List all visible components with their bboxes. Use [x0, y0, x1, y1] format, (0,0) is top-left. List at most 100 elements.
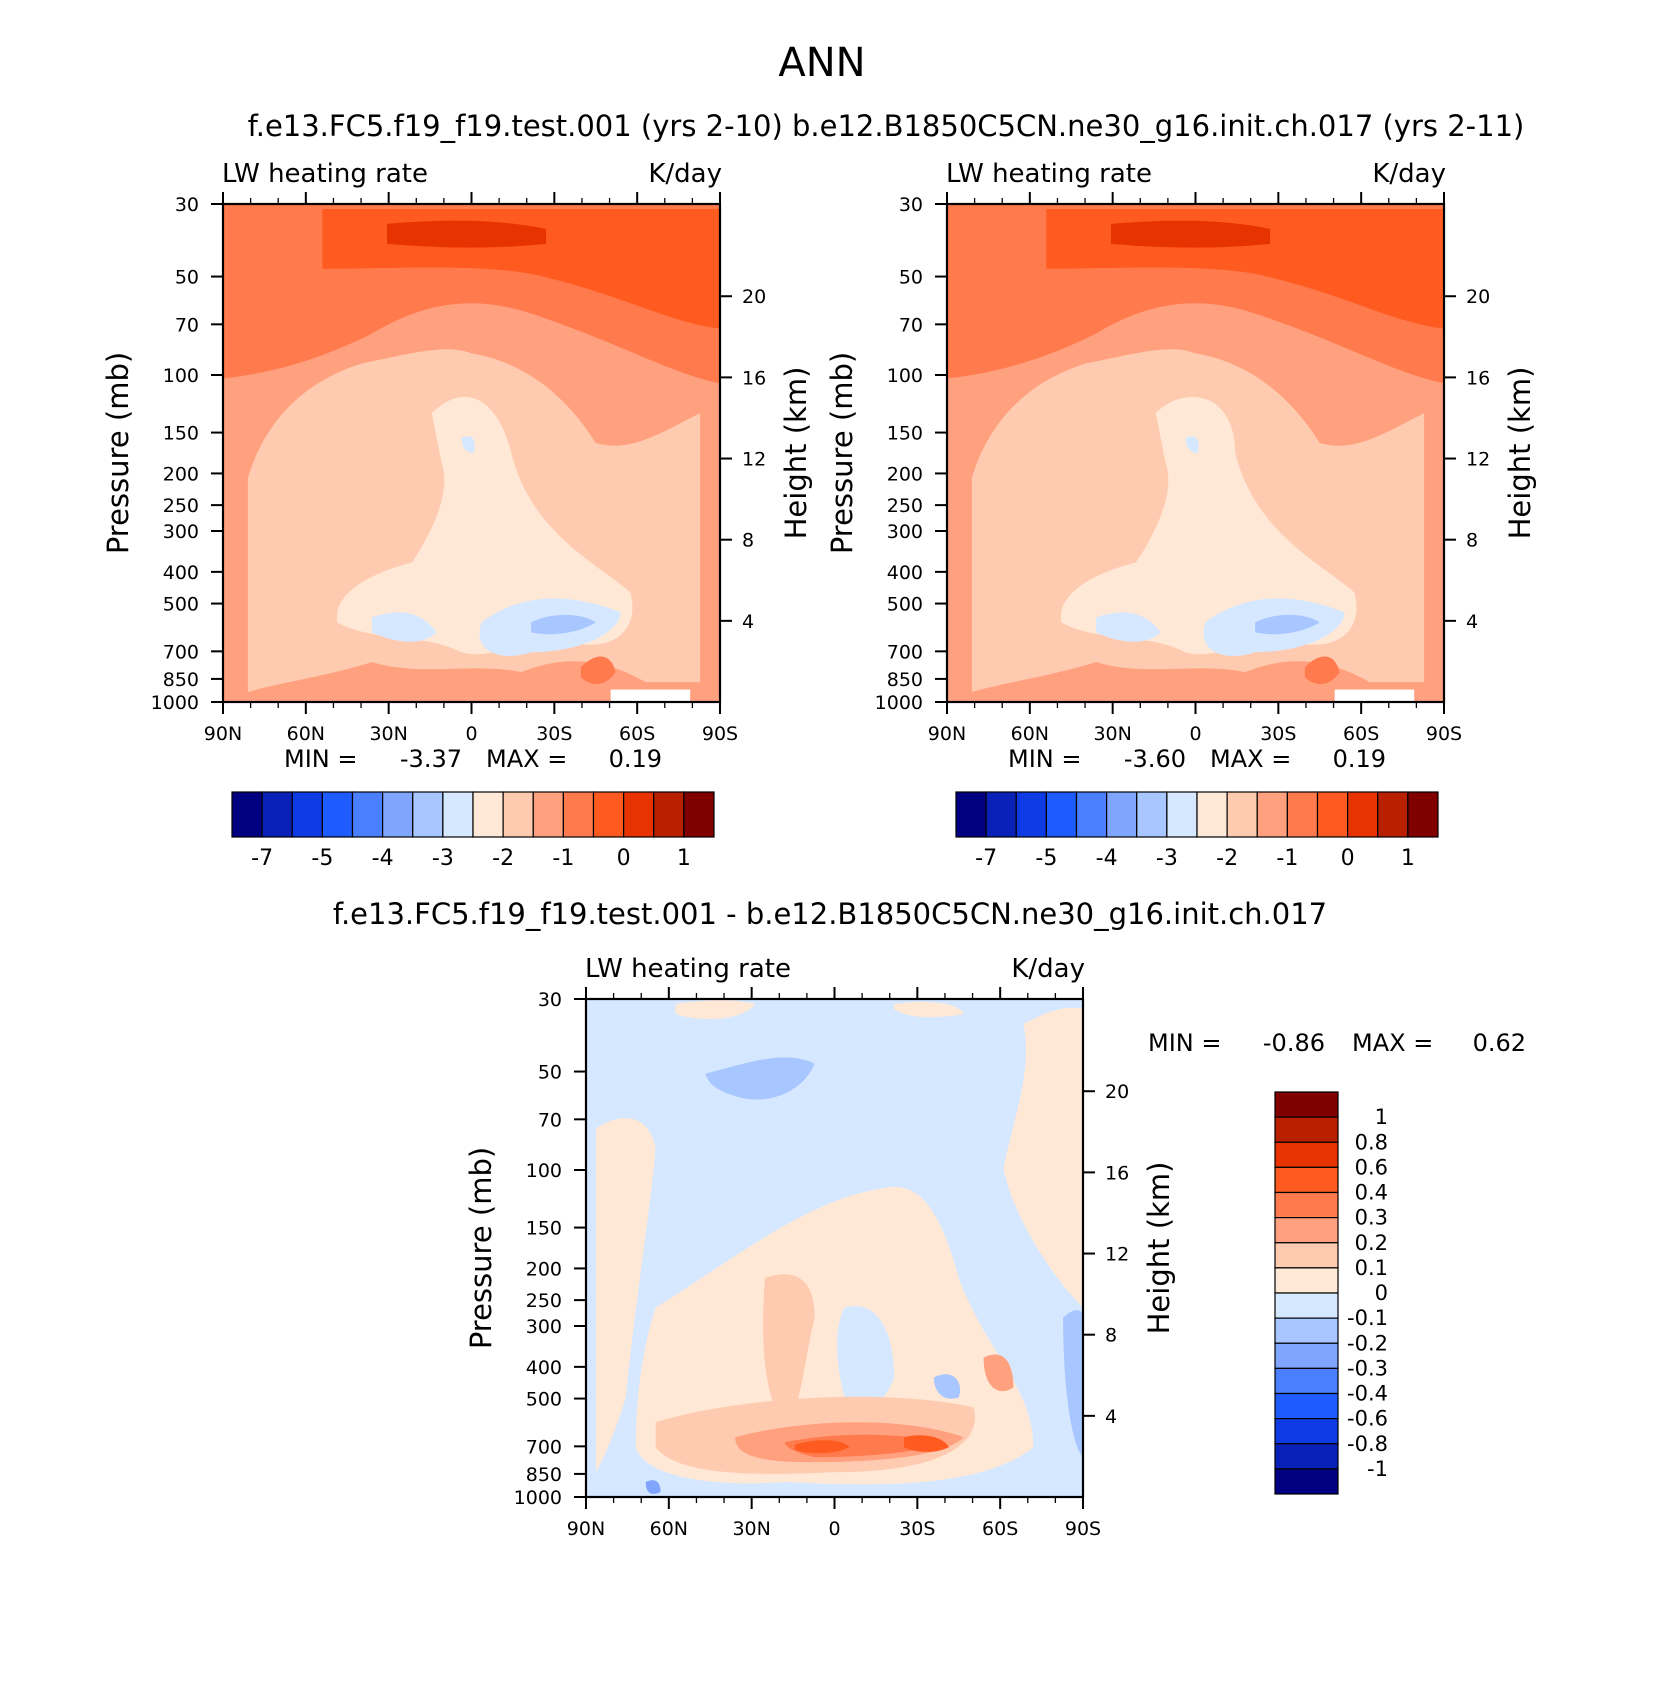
diff-header: f.e13.FC5.f19_f19.test.001 - b.e12.B1850…: [333, 897, 1327, 931]
y2-tick-label: 20: [1105, 1081, 1129, 1103]
colorbar-box: [1274, 1468, 1339, 1495]
x-tick-label: 90S: [1426, 723, 1462, 745]
y-tick-label: 400: [887, 562, 923, 584]
min-label: MIN =: [1148, 1029, 1221, 1057]
contour-region: [675, 1000, 755, 1020]
colorbar-box: [442, 791, 474, 838]
y-axis-label: Pressure (mb): [464, 1147, 498, 1349]
colorbar-box: [1274, 1443, 1339, 1470]
y2-tick-label: 16: [742, 367, 766, 389]
y2-tick-label: 16: [1105, 1162, 1129, 1184]
max-label: MAX =: [486, 745, 567, 773]
panel-model-a: LW heating rate K/day 90N 60N 30N 0 30S 60S 90S 3…: [101, 159, 813, 871]
colorbar-box: [1274, 1418, 1339, 1445]
x-tick-label: 30N: [369, 723, 407, 745]
colorbar-label: -0.6: [1347, 1407, 1388, 1431]
y-tick-label: 700: [526, 1436, 562, 1458]
y-tick-label: 200: [887, 463, 923, 485]
y-tick-label: 400: [163, 562, 199, 584]
contour-region: [336, 396, 633, 655]
y-tick-label: 50: [899, 267, 923, 289]
colorbar-label: -2: [492, 846, 514, 871]
contour-region: [595, 1118, 656, 1473]
colorbar-box: [1407, 791, 1439, 838]
contour-region: [794, 1440, 850, 1454]
colorbar-box: [321, 791, 354, 838]
colorbar-box: [1347, 791, 1379, 838]
panels-header: f.e13.FC5.f19_f19.test.001 (yrs 2-10) b.…: [248, 109, 1525, 143]
y2-tick-label: 8: [742, 530, 754, 552]
colorbar-box: [1274, 1392, 1339, 1420]
colorbar-box: [1274, 1217, 1339, 1244]
colorbar-box: [231, 791, 263, 838]
contour-region: [461, 436, 475, 453]
x-tick-label: 90N: [567, 1518, 605, 1540]
y2-tick-label: 12: [1466, 449, 1490, 471]
x-tick-label: 60N: [1011, 723, 1049, 745]
y2-tick-label: 12: [1105, 1244, 1129, 1266]
y-tick-label: 150: [887, 423, 923, 445]
y-tick-label: 70: [175, 314, 199, 336]
colorbar-label: -1: [1276, 846, 1298, 871]
colorbar-box: [1286, 791, 1319, 838]
y-tick-label: 1000: [875, 692, 923, 714]
x-tick-label: 60S: [1343, 723, 1379, 745]
y-tick-label: 50: [175, 267, 199, 289]
colorbar-box: [1075, 791, 1108, 838]
min-value: -0.86: [1263, 1029, 1325, 1057]
y-tick-label: 200: [163, 463, 199, 485]
figure-title: ANN: [778, 40, 865, 86]
colorbar-box: [351, 791, 384, 838]
x-tick-label: 60S: [982, 1518, 1018, 1540]
colorbar-box: [1274, 1292, 1339, 1319]
y-tick-label: 30: [538, 989, 562, 1011]
contour-region: [705, 1057, 815, 1100]
y-tick-label: 1000: [151, 692, 199, 714]
colorbar-label: 0: [1341, 846, 1355, 871]
contour-region: [1185, 436, 1199, 453]
x-tick-label: 60N: [287, 723, 325, 745]
contour-region: [1111, 220, 1271, 248]
contour-region: [836, 1305, 895, 1408]
contour-fills: [586, 999, 1083, 1497]
x-tick-label: 90N: [928, 723, 966, 745]
colorbar-label: -5: [311, 846, 333, 871]
colorbar: 10.80.60.40.30.20.10-0.1-0.2-0.3-0.4-0.6…: [1274, 1091, 1388, 1495]
y-tick-label: 30: [899, 194, 923, 216]
y-tick-label: 70: [538, 1109, 562, 1131]
y-tick-label: 500: [526, 1389, 562, 1411]
colorbar-box: [1274, 1317, 1339, 1344]
colorbar-box: [1274, 1166, 1339, 1194]
contour-region: [1304, 656, 1340, 685]
colorbar-box: [592, 791, 625, 838]
y-axis-label: Pressure (mb): [101, 352, 135, 554]
colorbar-box: [1106, 791, 1138, 838]
min-value: -3.60: [1124, 745, 1186, 773]
contour-region: [763, 1274, 815, 1428]
colorbar-label: -3: [432, 846, 454, 871]
y-tick-label: 700: [163, 641, 199, 663]
y2-axis-label: Height (km): [779, 367, 813, 540]
contour-region: [933, 1374, 961, 1399]
colorbar-box: [382, 791, 414, 838]
y2-tick-label: 4: [1105, 1406, 1117, 1428]
colorbar-label: -0.3: [1347, 1356, 1388, 1380]
y-tick-label: 100: [526, 1160, 562, 1182]
panel-difference: LW heating rate K/day 90N 60N 30N 0 30S 60S 90S 3…: [464, 954, 1526, 1540]
panel-title: LW heating rate: [946, 159, 1152, 189]
colorbar-label: 0: [617, 846, 631, 871]
colorbar-box: [1274, 1342, 1339, 1369]
y2-tick-label: 20: [742, 286, 766, 308]
colorbar-box: [1377, 791, 1409, 838]
colorbar-label: -3: [1156, 846, 1178, 871]
contour-fills: [947, 204, 1444, 702]
colorbar-label: 0.4: [1355, 1181, 1388, 1205]
colorbar-label: -7: [975, 846, 997, 871]
colorbar-label: -1: [552, 846, 574, 871]
x-tick-label: 0: [1189, 723, 1201, 745]
y-tick-label: 300: [887, 521, 923, 543]
y-tick-label: 700: [887, 641, 923, 663]
colorbar-label: 1: [1375, 1105, 1388, 1129]
colorbar-box: [412, 791, 444, 838]
colorbar-box: [291, 791, 323, 838]
